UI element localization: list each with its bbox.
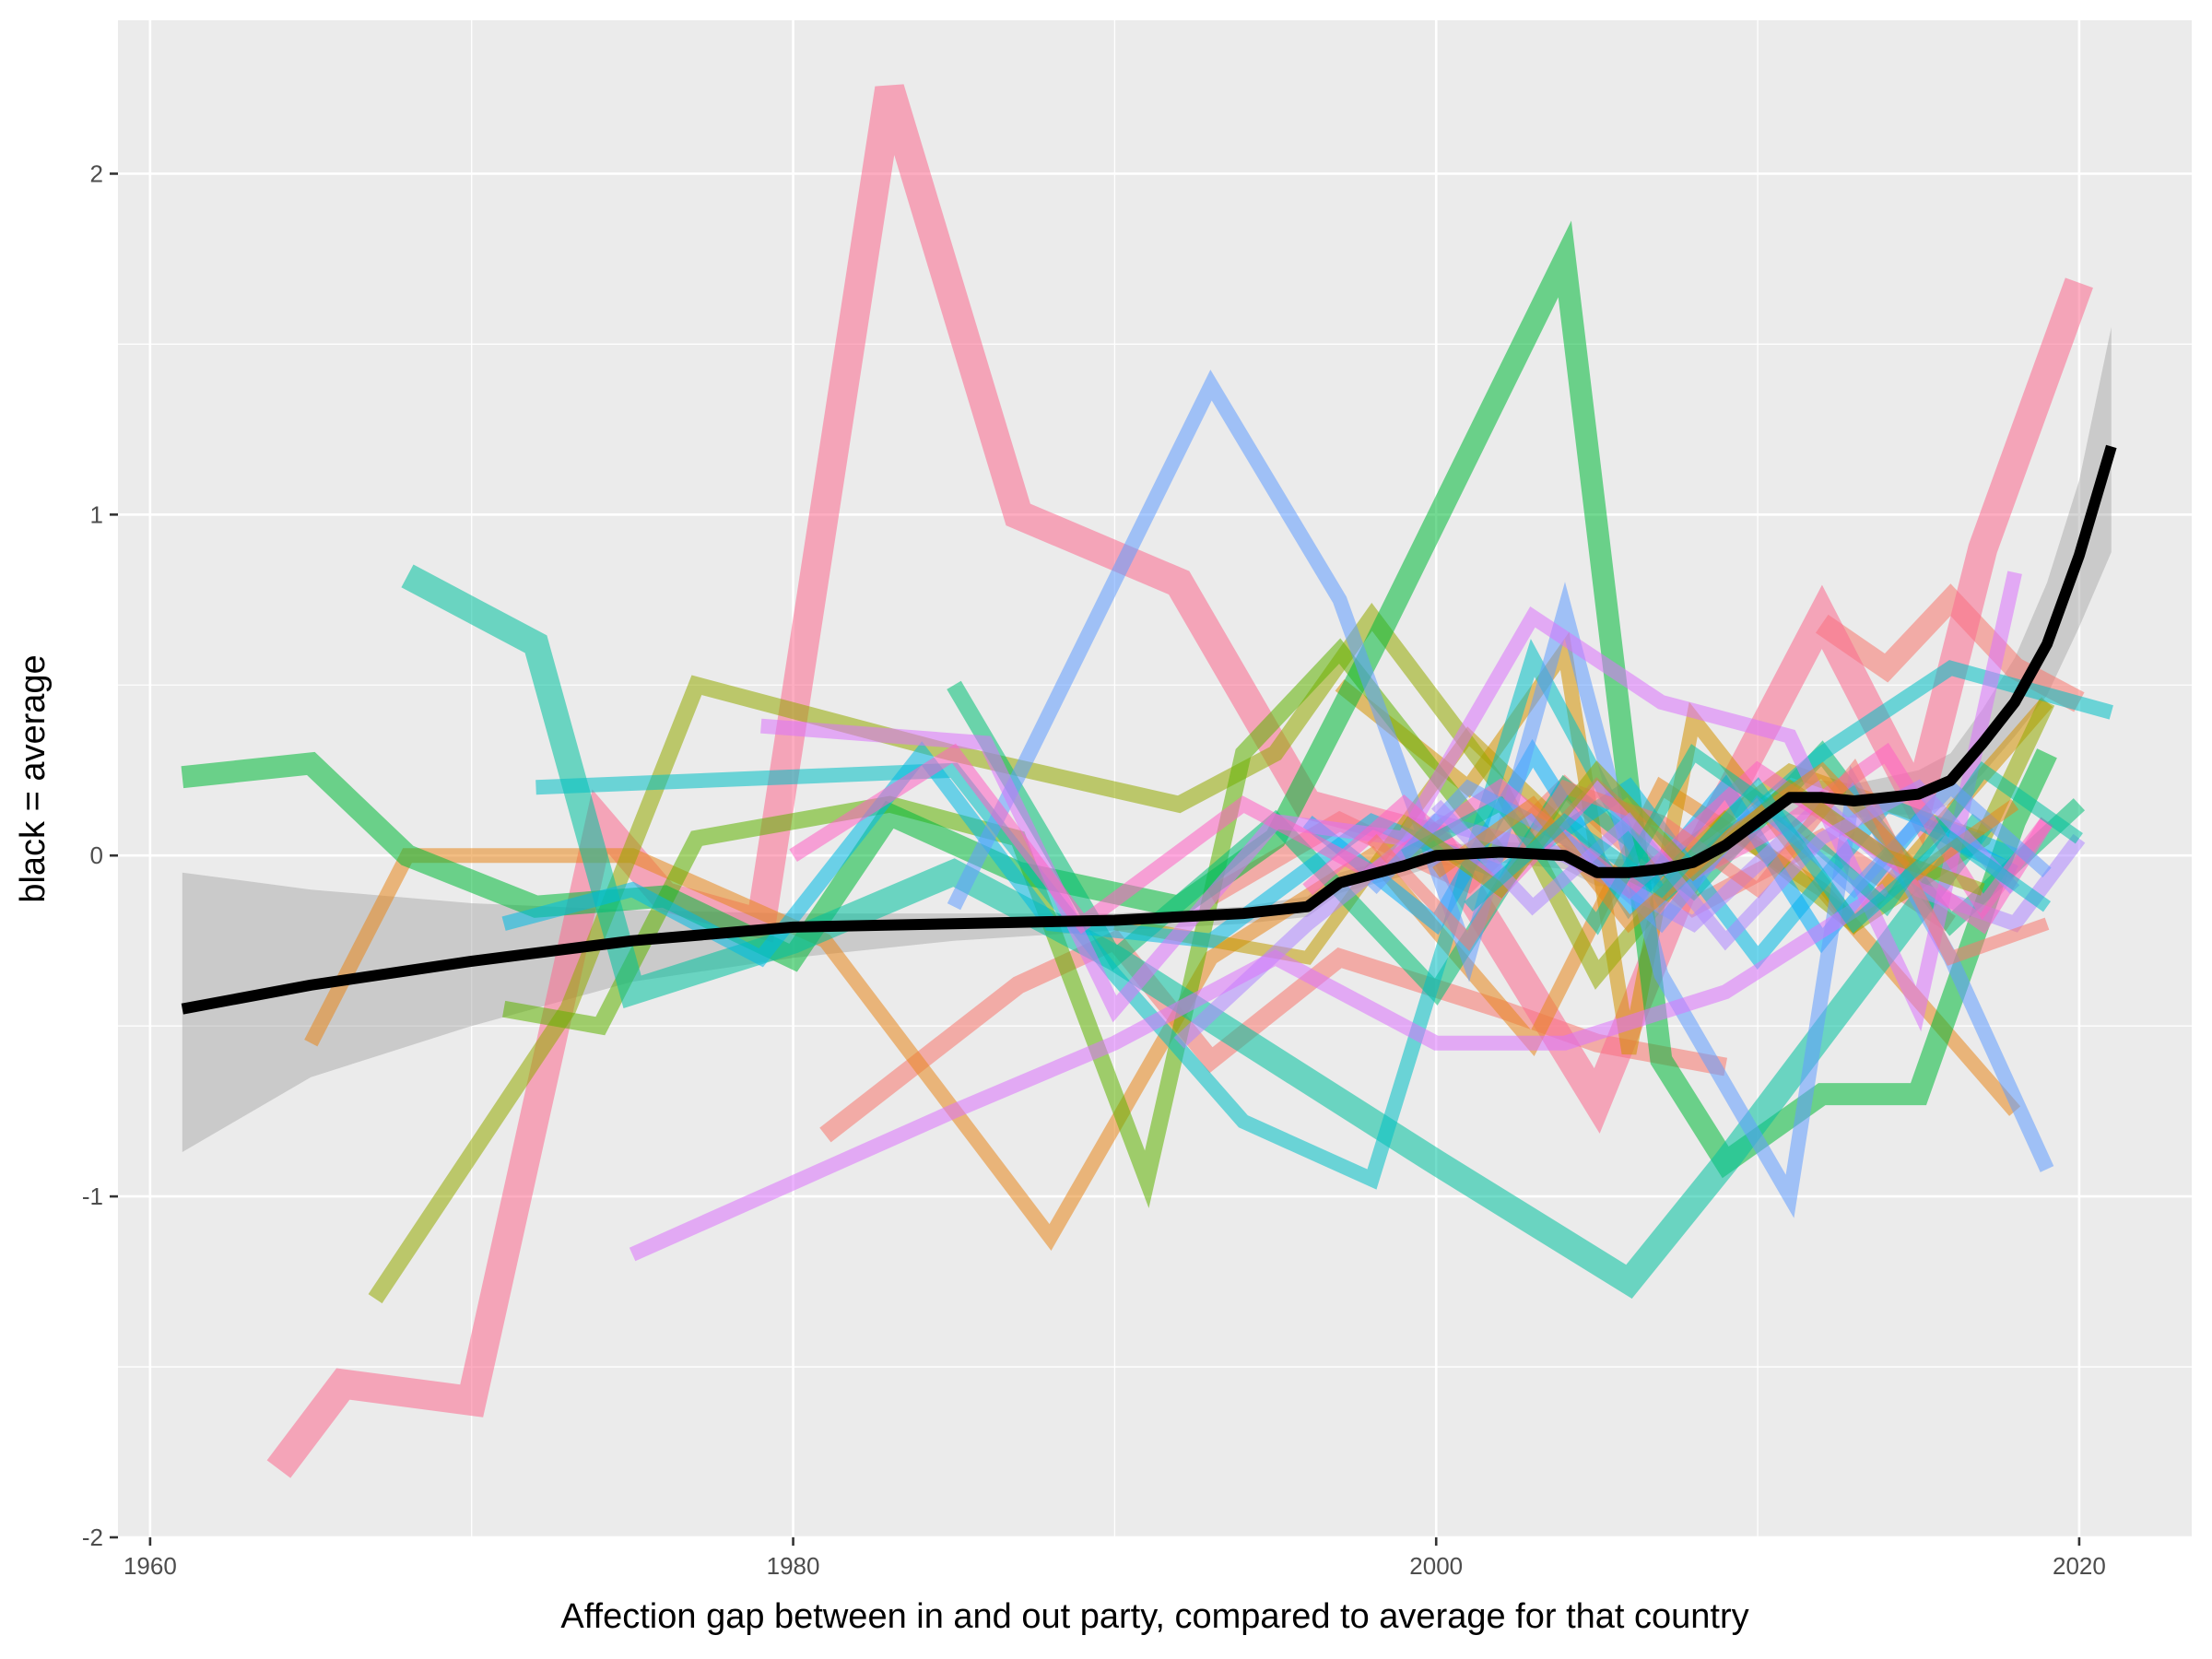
y-tick-label: 0 [90,841,103,869]
average-line-layer [181,444,2117,1015]
y-tick-label: -2 [82,1524,103,1551]
x-tick-label: 1960 [124,1552,177,1580]
series-line-27 [1431,779,2020,951]
series-line-2 [1815,583,2085,712]
x-tick-label: 2020 [2053,1552,2106,1580]
x-tick-label: 1980 [767,1552,820,1580]
confidence-band [182,326,2112,1152]
y-axis-title: black = average [14,654,53,902]
series-line-18 [629,883,1890,1262]
series-layer [181,84,2113,1478]
series-line-28 [1464,777,2052,934]
average-line [181,444,2117,1015]
y-tick-label: 1 [90,500,103,528]
axis-ticks [110,172,2081,1546]
confidence-band-layer [182,326,2112,1152]
y-tick-label: 2 [90,159,103,187]
y-tick-label: -1 [82,1182,103,1210]
tick-labels: 1960 1980 2000 2020 -2 -1 0 1 2 [82,159,2106,1580]
x-axis-title: Affection gap between in and out party, … [560,1597,1748,1636]
series-line-14 [501,741,2018,971]
x-tick-label: 2000 [1409,1552,1463,1580]
